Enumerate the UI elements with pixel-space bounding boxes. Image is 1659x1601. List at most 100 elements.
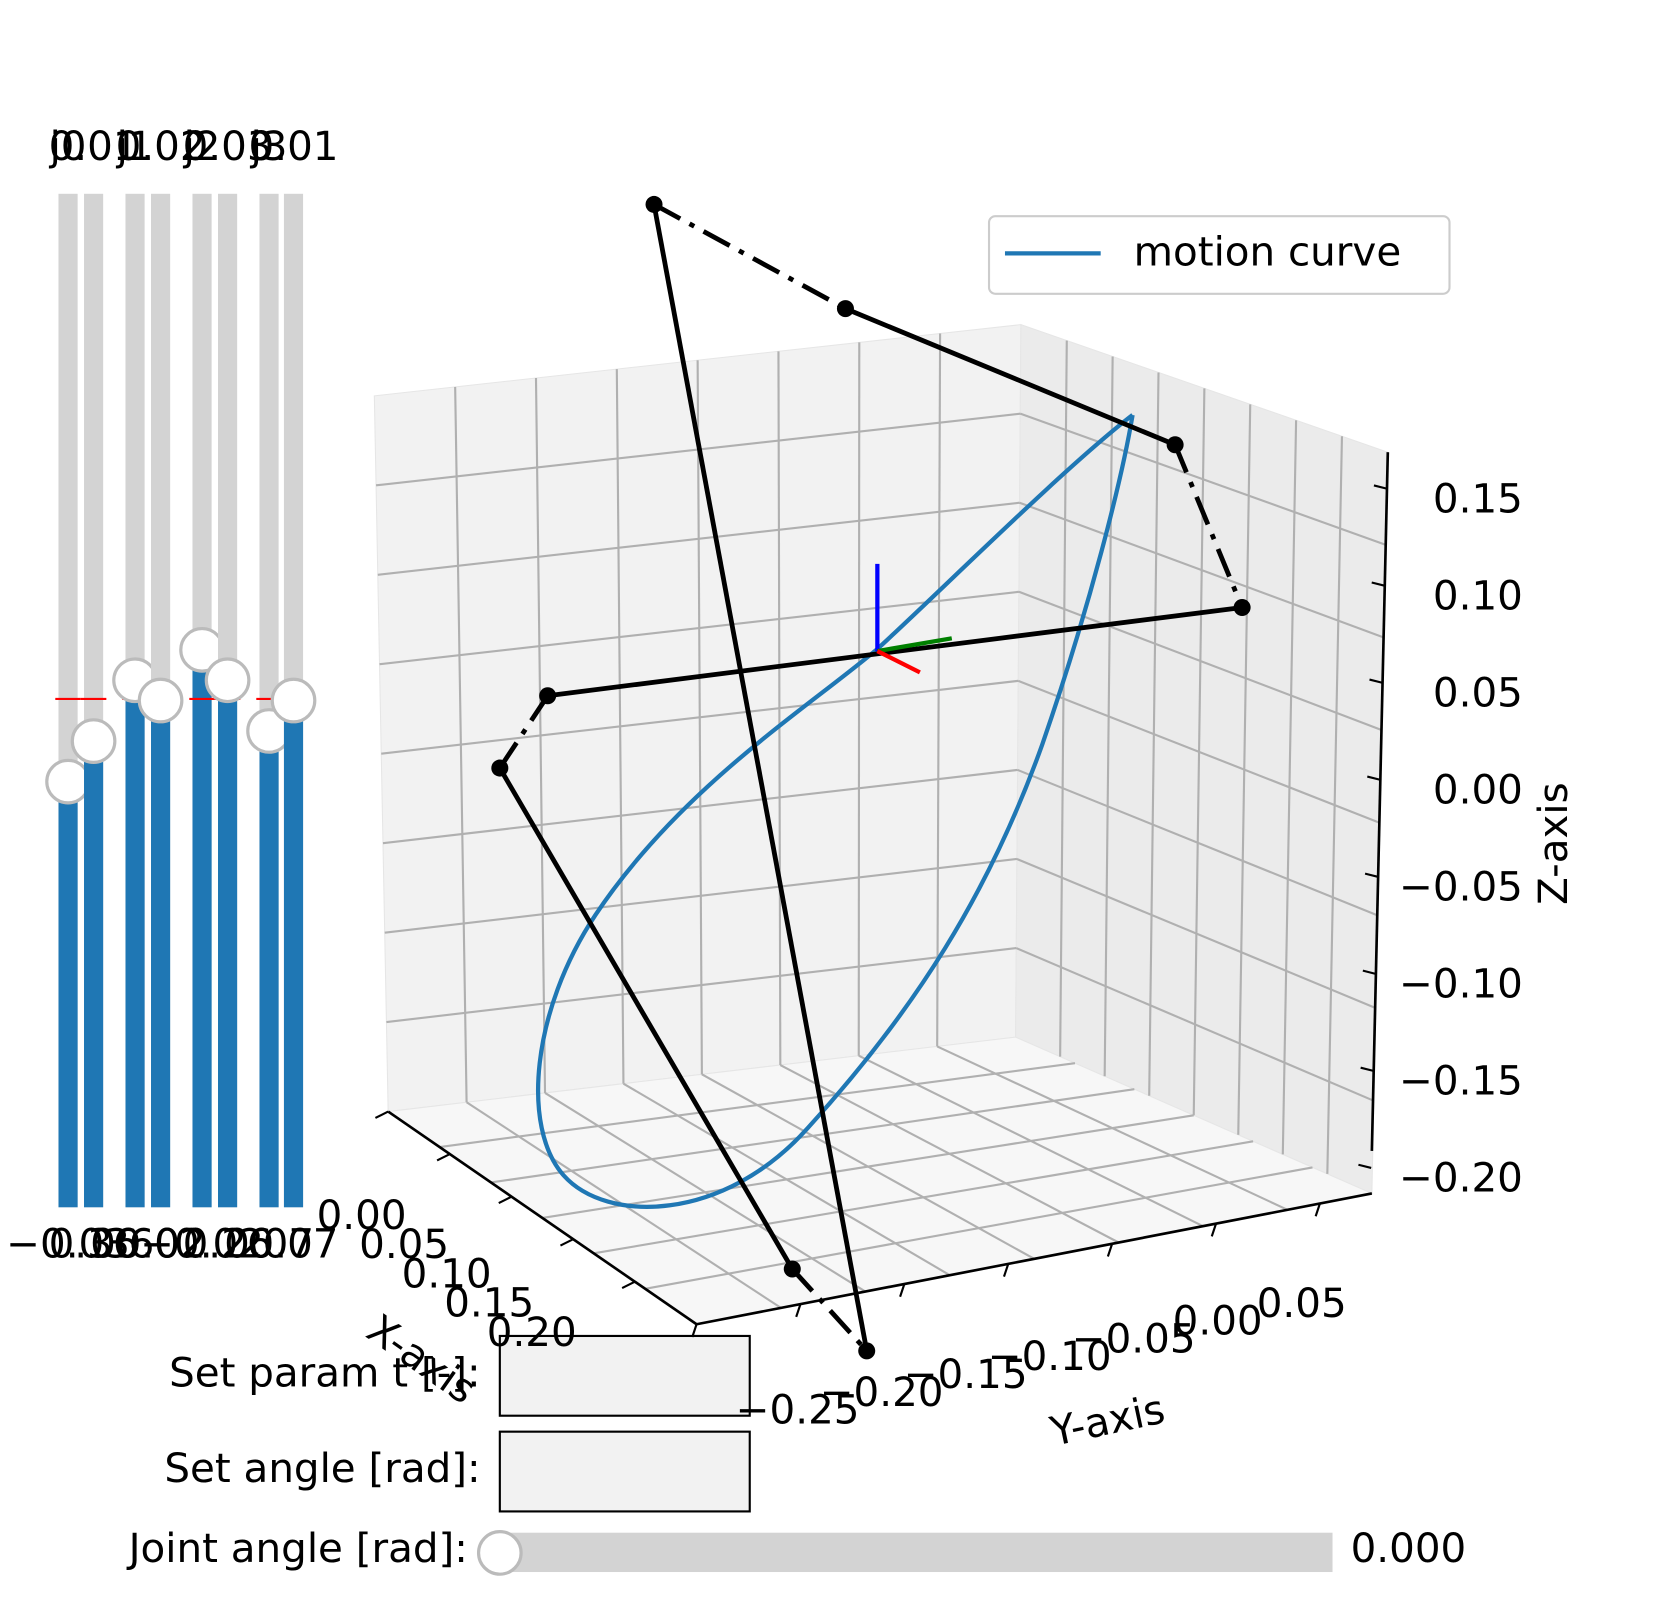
- angle-label: Set angle [rad]:: [164, 1444, 480, 1492]
- x-tick: [559, 1238, 574, 1247]
- joint-slider-knob[interactable]: [476, 1530, 523, 1576]
- joint: [645, 195, 663, 213]
- joint-slider-track[interactable]: [499, 1532, 1333, 1573]
- grid-line: [377, 501, 1020, 576]
- z-tick-label: −0.05: [1399, 863, 1523, 911]
- mechanism-links: [497, 202, 1245, 1353]
- slider-value: −0.03: [6, 1220, 130, 1268]
- joints: [491, 195, 1251, 1360]
- slider-label: j1: [116, 122, 154, 170]
- angle-input[interactable]: [498, 1430, 751, 1513]
- slider-label: 0.01: [49, 122, 139, 170]
- slider-value: 0.02: [116, 1220, 206, 1268]
- joint: [539, 687, 557, 705]
- grid: [375, 333, 1387, 1309]
- slider-value: 0.60: [90, 1220, 180, 1268]
- z-tick-label: 0.10: [1433, 571, 1523, 619]
- slider-knob[interactable]: [270, 677, 317, 724]
- grid-line: [1019, 501, 1385, 639]
- y-tick: [899, 1283, 906, 1298]
- x-tick-label: 0.20: [487, 1308, 577, 1356]
- link: [790, 1267, 869, 1353]
- link: [844, 306, 1177, 447]
- z-tick-label: 0.00: [1433, 766, 1523, 814]
- y-tick: [691, 1323, 698, 1338]
- grid-line: [1016, 858, 1377, 1010]
- grid-line: [381, 679, 1019, 755]
- link: [497, 766, 795, 1271]
- grid-line: [1015, 947, 1375, 1102]
- slider-value: 0.07: [224, 1220, 314, 1268]
- slider-fill: [151, 700, 171, 1208]
- param-label: Set param t [-]:: [169, 1348, 481, 1396]
- x-tick-label: 0.00: [317, 1191, 407, 1239]
- z-tick-label: −0.20: [1399, 1154, 1523, 1202]
- z-tick: [1364, 872, 1379, 878]
- z-tick-label: 0.05: [1433, 668, 1523, 716]
- slider-value: 0.07: [249, 1220, 339, 1268]
- link: [497, 694, 550, 770]
- frame-x: [876, 649, 921, 675]
- slider-label: 0.02: [116, 122, 206, 170]
- slider-fill: [259, 730, 279, 1208]
- y-tick: [1314, 1203, 1321, 1217]
- y-tick-label: −0.25: [736, 1386, 860, 1434]
- y-tick: [1106, 1243, 1114, 1257]
- z-tick-label: 0.15: [1433, 474, 1523, 522]
- x-tick: [621, 1280, 636, 1290]
- z-tick-label: −0.15: [1399, 1057, 1523, 1105]
- slider-fill: [218, 680, 238, 1208]
- param-input[interactable]: [498, 1334, 751, 1417]
- legend-label: motion curve: [1134, 227, 1402, 275]
- slider-label: 0.01: [249, 122, 339, 170]
- legend: [987, 215, 1451, 295]
- link: [651, 203, 870, 1352]
- grid-line: [1017, 768, 1379, 917]
- slider-knob[interactable]: [204, 657, 251, 704]
- link: [1172, 443, 1245, 609]
- y-tick: [795, 1303, 802, 1318]
- y-tick-label: 0.05: [1257, 1279, 1347, 1327]
- x-tick: [498, 1195, 513, 1204]
- x-tick: [436, 1153, 451, 1162]
- y-tick-label: 0.00: [1173, 1297, 1263, 1345]
- slider-label: j0: [49, 122, 87, 170]
- x-tick-label: 0.15: [444, 1279, 534, 1327]
- joint-value: 0.000: [1351, 1524, 1467, 1572]
- grid-line: [382, 768, 1018, 845]
- grid-line: [644, 1166, 1313, 1290]
- slider-fill: [192, 649, 212, 1208]
- slider-fill: [58, 781, 78, 1208]
- joint: [858, 1342, 876, 1360]
- slider-knob[interactable]: [137, 677, 184, 724]
- z-axis-label: Z-axis: [1529, 782, 1577, 905]
- x-tick-label: 0.10: [402, 1249, 492, 1297]
- joint-label: Joint angle [rad]:: [126, 1524, 468, 1572]
- slider-label: j3: [250, 122, 288, 170]
- z-tick: [1362, 969, 1376, 975]
- grid-line: [379, 590, 1020, 666]
- grid-line: [439, 1062, 1076, 1149]
- slider-knob[interactable]: [70, 718, 117, 764]
- x-axis-line: [387, 1110, 698, 1326]
- z-tick: [1373, 484, 1387, 490]
- grid-line: [1019, 412, 1387, 546]
- z-tick: [1371, 581, 1385, 587]
- grid-line: [490, 1088, 1135, 1184]
- joint: [491, 759, 509, 777]
- grid-line: [384, 857, 1018, 934]
- y-tick: [1002, 1263, 1010, 1277]
- slider-knob[interactable]: [45, 758, 91, 805]
- slider-fill: [84, 741, 104, 1208]
- y-tick-label: −0.15: [904, 1350, 1028, 1398]
- frame-axes: [875, 563, 953, 675]
- slider-label: j2: [183, 122, 221, 170]
- z-tick-label: −0.10: [1399, 960, 1523, 1008]
- x-tick: [374, 1110, 389, 1119]
- grid-line: [386, 946, 1017, 1024]
- slider-value: 0.36: [49, 1220, 139, 1268]
- y-axis-line: [696, 1192, 1373, 1326]
- slider-value: −0.02: [140, 1220, 264, 1268]
- y-tick-label: −0.20: [820, 1368, 944, 1416]
- z-tick: [1360, 1066, 1374, 1072]
